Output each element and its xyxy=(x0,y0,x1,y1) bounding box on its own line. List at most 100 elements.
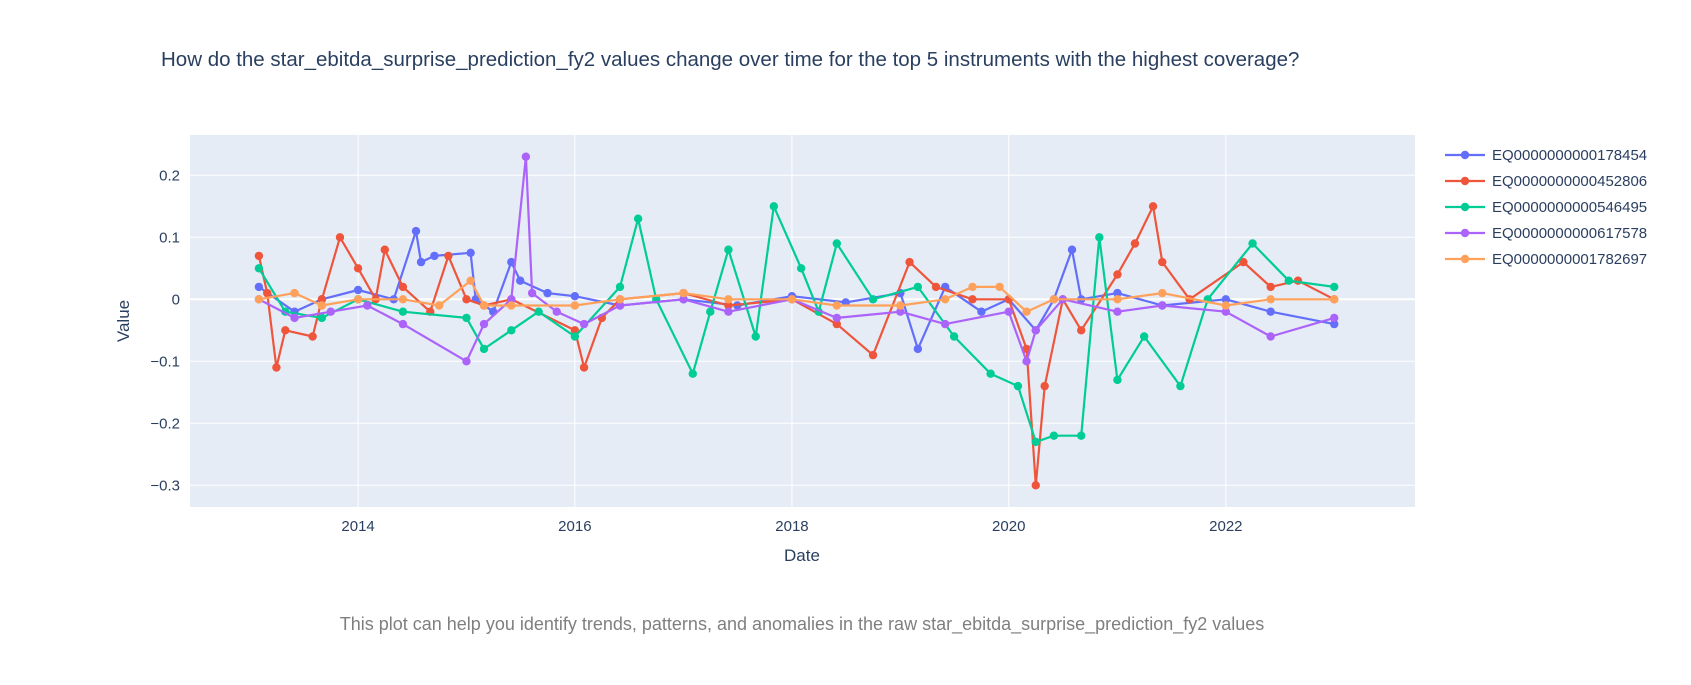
data-point[interactable] xyxy=(1330,313,1339,323)
data-point[interactable] xyxy=(1031,481,1040,490)
data-point[interactable] xyxy=(430,251,439,261)
data-point[interactable] xyxy=(507,301,516,310)
data-point[interactable] xyxy=(527,288,537,298)
data-point[interactable] xyxy=(398,282,408,292)
data-point[interactable] xyxy=(466,276,475,285)
data-point[interactable] xyxy=(1284,276,1293,285)
data-point[interactable] xyxy=(317,313,327,323)
data-point[interactable] xyxy=(679,295,688,304)
data-point[interactable] xyxy=(1095,233,1104,242)
data-point[interactable] xyxy=(398,307,408,316)
data-point[interactable] xyxy=(868,295,878,304)
data-point[interactable] xyxy=(479,301,489,310)
data-point[interactable] xyxy=(913,344,923,354)
data-point[interactable] xyxy=(1221,307,1231,316)
data-point[interactable] xyxy=(832,319,841,329)
data-point[interactable] xyxy=(263,288,272,298)
data-point[interactable] xyxy=(1113,375,1122,385)
legend[interactable]: EQ0000000000178454 EQ0000000000452806 EQ00… xyxy=(1445,147,1647,268)
data-point[interactable] xyxy=(1031,326,1040,335)
data-point[interactable] xyxy=(254,295,264,304)
data-point[interactable] xyxy=(1139,332,1149,341)
data-point[interactable] xyxy=(896,307,905,316)
data-point[interactable] xyxy=(507,257,516,267)
data-point[interactable] xyxy=(949,332,959,341)
data-point[interactable] xyxy=(931,282,941,292)
data-point[interactable] xyxy=(534,307,543,316)
data-point[interactable] xyxy=(706,307,715,316)
data-point[interactable] xyxy=(769,202,779,211)
data-point[interactable] xyxy=(1266,282,1275,292)
data-point[interactable] xyxy=(579,319,589,329)
data-point[interactable] xyxy=(434,301,444,310)
data-point[interactable] xyxy=(832,313,841,323)
data-point[interactable] xyxy=(1221,295,1231,304)
data-point[interactable] xyxy=(290,288,299,298)
data-point[interactable] xyxy=(751,332,760,341)
data-point[interactable] xyxy=(615,295,625,304)
data-point[interactable] xyxy=(615,282,625,292)
data-point[interactable] xyxy=(543,288,552,298)
data-point[interactable] xyxy=(1049,295,1059,304)
data-point[interactable] xyxy=(317,301,327,310)
data-point[interactable] xyxy=(995,282,1004,292)
data-point[interactable] xyxy=(688,369,697,378)
data-point[interactable] xyxy=(796,264,806,273)
data-point[interactable] xyxy=(353,295,363,304)
data-point[interactable] xyxy=(1040,381,1049,391)
data-point[interactable] xyxy=(1004,307,1013,316)
data-point[interactable] xyxy=(281,326,290,335)
data-point[interactable] xyxy=(521,152,531,161)
data-point[interactable] xyxy=(1013,381,1023,391)
data-point[interactable] xyxy=(1113,288,1122,298)
data-point[interactable] xyxy=(1148,202,1158,211)
data-point[interactable] xyxy=(579,363,589,372)
data-point[interactable] xyxy=(1067,245,1077,254)
data-point[interactable] xyxy=(398,319,408,329)
data-point[interactable] xyxy=(516,276,525,285)
data-point[interactable] xyxy=(308,332,317,341)
legend-item[interactable]: EQ0000000000178454 xyxy=(1445,147,1647,164)
data-point[interactable] xyxy=(479,319,489,329)
data-point[interactable] xyxy=(724,307,733,316)
data-point[interactable] xyxy=(1330,295,1339,304)
data-point[interactable] xyxy=(398,295,408,304)
data-point[interactable] xyxy=(968,282,977,292)
data-point[interactable] xyxy=(416,257,426,267)
data-point[interactable] xyxy=(1176,381,1185,391)
data-point[interactable] xyxy=(968,295,977,304)
data-point[interactable] xyxy=(940,295,950,304)
data-point[interactable] xyxy=(679,288,688,298)
data-point[interactable] xyxy=(462,295,471,304)
data-point[interactable] xyxy=(363,301,372,310)
series-EQ0000000000617578[interactable] xyxy=(254,152,1339,366)
data-point[interactable] xyxy=(462,313,471,323)
data-point[interactable] xyxy=(724,245,733,254)
data-point[interactable] xyxy=(353,285,363,295)
data-point[interactable] xyxy=(832,301,841,310)
data-point[interactable] xyxy=(1248,239,1257,248)
data-point[interactable] xyxy=(1130,239,1140,248)
data-point[interactable] xyxy=(353,264,363,273)
data-point[interactable] xyxy=(479,344,489,354)
data-point[interactable] xyxy=(507,326,516,335)
data-point[interactable] xyxy=(254,264,264,273)
data-point[interactable] xyxy=(462,357,471,366)
data-point[interactable] xyxy=(913,282,923,292)
data-point[interactable] xyxy=(1266,307,1275,316)
data-point[interactable] xyxy=(1049,431,1059,440)
data-point[interactable] xyxy=(1158,257,1167,267)
legend-item[interactable]: EQ0000000001782697 xyxy=(1445,251,1647,268)
data-point[interactable] xyxy=(905,257,914,267)
data-point[interactable] xyxy=(1113,295,1122,304)
data-point[interactable] xyxy=(615,301,625,310)
data-point[interactable] xyxy=(724,295,733,304)
data-point[interactable] xyxy=(940,319,950,329)
data-point[interactable] xyxy=(1266,295,1275,304)
data-point[interactable] xyxy=(326,307,335,316)
data-point[interactable] xyxy=(1022,307,1031,316)
data-point[interactable] xyxy=(411,226,421,236)
data-point[interactable] xyxy=(335,233,345,242)
data-point[interactable] xyxy=(1330,282,1339,292)
data-point[interactable] xyxy=(444,251,453,261)
